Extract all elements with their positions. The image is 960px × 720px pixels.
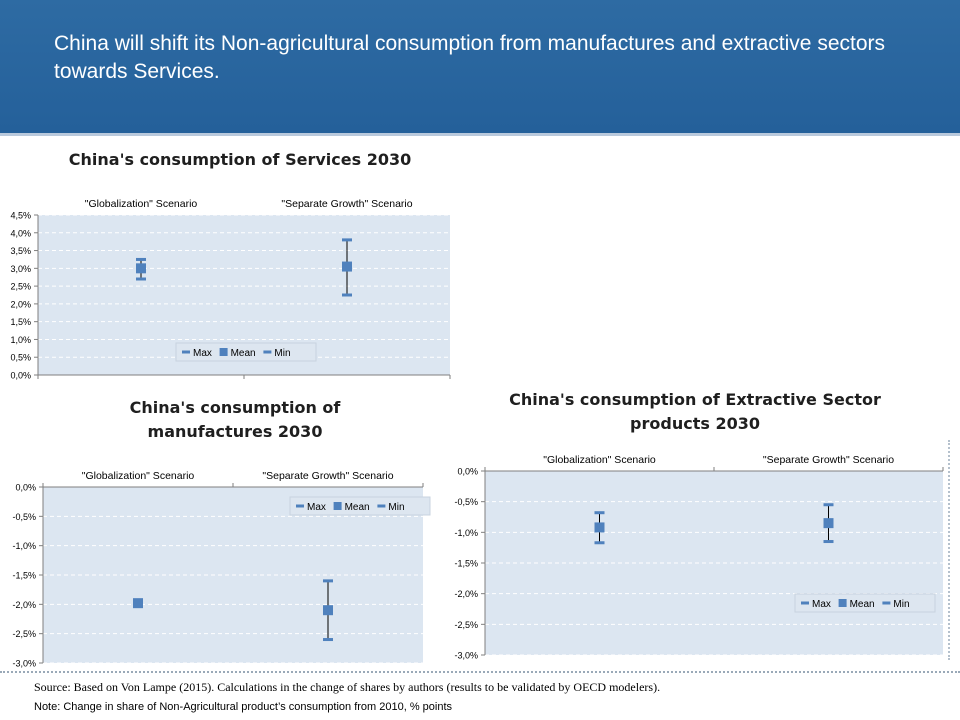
extractive-legend-key-mean <box>838 599 847 607</box>
note-text: Note: Change in share of Non-Agricultura… <box>34 701 453 713</box>
manufactures-legend-label: Mean <box>345 502 370 513</box>
extractive-legend-label: Min <box>893 599 909 610</box>
manufactures-y-tick-label: -3,0% <box>12 659 36 669</box>
manufactures-y-tick-label: -2,0% <box>12 600 36 610</box>
services-y-tick-label: 1,0% <box>10 335 31 345</box>
extractive-legend-key-max <box>801 601 809 605</box>
extractive-legend-label: Max <box>812 599 831 610</box>
extractive-plot-area <box>485 471 943 655</box>
services-chart: 0,0% 0,5% 1,0% 1,5% 2,0% 2,5% 3,0% 3,5% 4,0% 4,5%… <box>10 198 451 381</box>
services-y-tick-label: 3,5% <box>10 246 31 256</box>
extractive-y-tick-label: -0,5% <box>454 497 478 507</box>
manufactures-mean-marker <box>323 605 333 616</box>
services-chart-title: China's consumption of Services 2030 <box>20 148 460 172</box>
services-y-tick-label: 4,5% <box>10 211 31 221</box>
footer-divider <box>0 671 960 673</box>
manufactures-legend-key-mean <box>333 502 342 510</box>
extractive-title-line1: China's consumption of Extractive Sector <box>509 390 881 409</box>
services-legend-key-min <box>263 350 272 354</box>
title-banner: China will shift its Non-agricultural co… <box>0 0 960 136</box>
services-y-tick-label: 4,0% <box>10 228 31 238</box>
source-note: Source: Based on Von Lampe (2015). Calcu… <box>34 680 661 694</box>
extractive-legend-key-min <box>882 601 891 605</box>
manufactures-title-line1: China's consumption of <box>129 398 341 417</box>
manufactures-legend-key-min <box>377 504 386 508</box>
services-legend-label: Min <box>274 348 290 359</box>
extractive-category-label: "Separate Growth" Scenario <box>763 454 894 466</box>
services-y-tick-label: 2,0% <box>10 299 31 309</box>
manufactures-chart: 0,0% -0,5% -1,0% -1,5% -2,0% -2,5% -3,0% "Globa… <box>12 470 431 669</box>
manufactures-y-tick-label: -0,5% <box>12 512 36 522</box>
manufactures-y-tick-label: -1,0% <box>12 541 36 551</box>
manufactures-legend-box <box>289 496 431 516</box>
manufactures-category-label: "Separate Growth" Scenario <box>262 470 393 482</box>
services-y-tick-label: 3,0% <box>10 264 31 274</box>
manufactures-y-tick-label: 0,0% <box>15 483 36 493</box>
extractive-min-marker <box>594 541 605 545</box>
services-category-label: "Separate Growth" Scenario <box>281 198 412 210</box>
services-mean-marker <box>342 261 352 272</box>
banner-headline: China will shift its Non-agricultural co… <box>54 32 886 83</box>
side-divider <box>948 440 950 660</box>
extractive-y-tick-label: -2,0% <box>454 589 478 599</box>
manufactures-y-tick-label: -2,5% <box>12 629 36 639</box>
services-y-tick-label: 0,0% <box>10 371 31 381</box>
manufactures-legend-label: Min <box>388 502 404 513</box>
extractive-chart: 0,0% -0,5% -1,0% -1,5% -2,0% -2,5% -3,0% "Globa… <box>454 454 944 661</box>
manufactures-category-label: "Globalization" Scenario <box>82 470 195 482</box>
extractive-y-tick-label: -1,5% <box>454 559 478 569</box>
extractive-y-tick-label: -1,0% <box>454 528 478 538</box>
extractive-legend-box <box>794 593 936 613</box>
services-y-tick-label: 1,5% <box>10 317 31 327</box>
services-max-marker <box>136 257 146 261</box>
extractive-max-marker <box>594 511 605 515</box>
extractive-y-tick-label: 0,0% <box>457 467 478 477</box>
manufactures-min-marker <box>323 638 333 642</box>
services-legend-key-mean <box>219 348 228 356</box>
extractive-y-tick-label: -2,5% <box>454 620 478 630</box>
extractive-y-tick-label: -3,0% <box>454 651 478 661</box>
services-legend-label: Mean <box>231 348 256 359</box>
extractive-title-line2: products 2030 <box>630 414 760 433</box>
extractive-mean-marker <box>823 518 834 529</box>
services-y-tick-label: 2,5% <box>10 282 31 292</box>
manufactures-title-line2: manufactures 2030 <box>147 422 323 441</box>
manufactures-legend-key-max <box>296 504 304 508</box>
extractive-max-marker <box>823 503 834 507</box>
services-min-marker <box>342 293 352 297</box>
services-category-label: "Globalization" Scenario <box>85 198 198 210</box>
services-legend-key-max <box>182 350 190 354</box>
services-legend-label: Max <box>193 348 212 359</box>
extractive-mean-marker <box>594 522 605 533</box>
manufactures-y-tick-label: -1,5% <box>12 571 36 581</box>
manufactures-chart-title: China's consumption of manufactures 2030 <box>20 396 450 444</box>
services-mean-marker <box>136 263 146 274</box>
services-max-marker <box>342 238 352 242</box>
services-legend-box <box>175 342 317 362</box>
manufactures-max-marker <box>323 579 333 583</box>
manufactures-mean-marker <box>133 598 143 609</box>
extractive-chart-title: China's consumption of Extractive Sector… <box>455 388 935 436</box>
extractive-legend-label: Mean <box>850 599 875 610</box>
services-min-marker <box>136 277 146 281</box>
extractive-category-label: "Globalization" Scenario <box>543 454 656 466</box>
services-title-text: China's consumption of Services 2030 <box>68 150 412 169</box>
services-y-tick-label: 0,5% <box>10 353 31 363</box>
extractive-min-marker <box>823 540 834 544</box>
manufactures-legend-label: Max <box>307 502 326 513</box>
